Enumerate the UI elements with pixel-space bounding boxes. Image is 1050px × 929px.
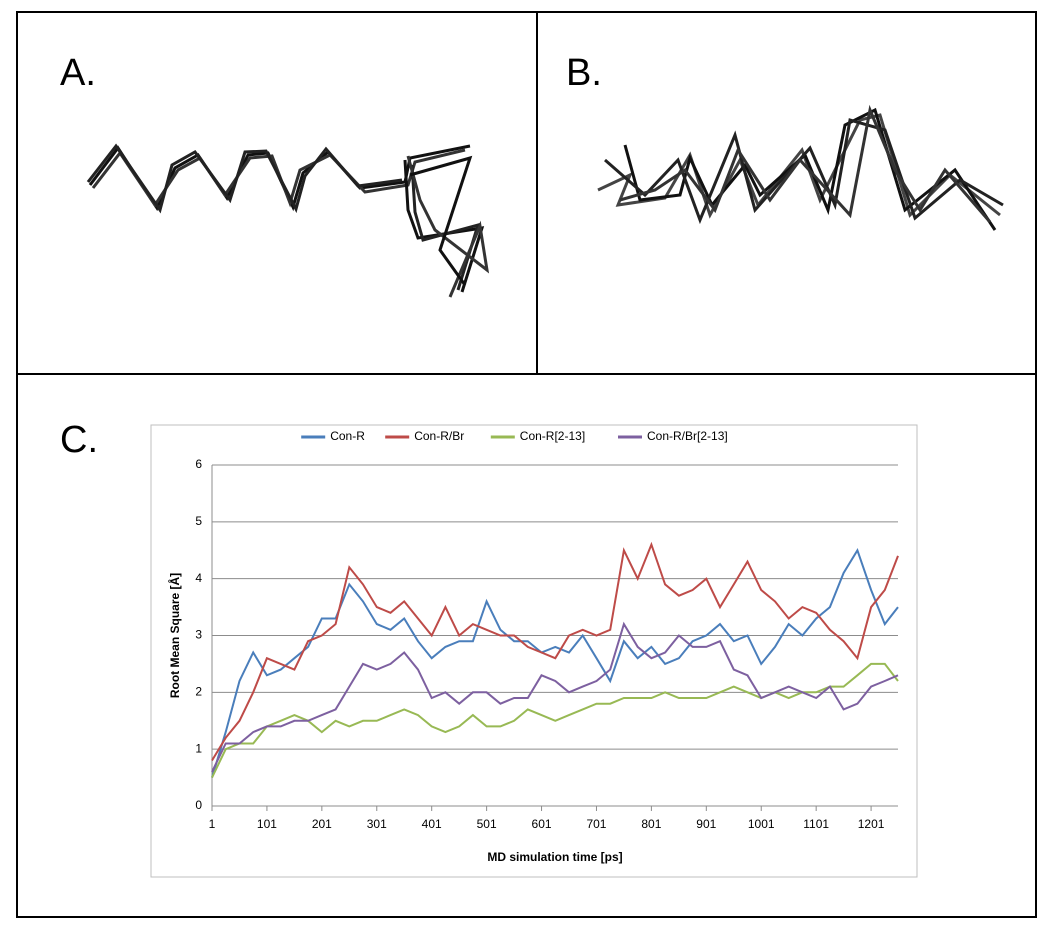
legend-label: Con-R[2-13] xyxy=(520,429,585,443)
x-tick-label: 901 xyxy=(696,817,716,831)
panel-label: A. xyxy=(60,52,96,94)
legend-label: Con-R/Br[2-13] xyxy=(647,429,728,443)
x-tick-label: 301 xyxy=(367,817,387,831)
series-line xyxy=(211,547,899,778)
panel-label: B. xyxy=(566,52,602,94)
y-tick-label: 5 xyxy=(195,514,202,528)
series-line xyxy=(211,662,899,779)
x-axis-title: MD simulation time [ps] xyxy=(487,850,622,864)
x-tick-label: 101 xyxy=(257,817,277,831)
x-tick-label: 701 xyxy=(586,817,606,831)
x-tick-label: 1001 xyxy=(748,817,775,831)
legend-label: Con-R/Br xyxy=(414,429,464,443)
series-line xyxy=(211,621,899,773)
chart-frame xyxy=(150,424,918,878)
structure-b xyxy=(597,104,1004,231)
x-tick-label: 601 xyxy=(532,817,552,831)
outer-frame xyxy=(16,11,1037,918)
y-axis-title: Root Mean Square [Å] xyxy=(167,573,182,698)
panel-label: C. xyxy=(60,419,98,461)
structure-a xyxy=(86,143,490,298)
x-tick-label: 1201 xyxy=(858,817,885,831)
y-tick-label: 4 xyxy=(195,571,202,585)
x-tick-label: 1101 xyxy=(803,817,829,831)
x-tick-label: 201 xyxy=(312,817,332,831)
y-tick-label: 6 xyxy=(195,457,202,471)
y-tick-label: 3 xyxy=(195,628,202,642)
series-line xyxy=(211,541,899,762)
x-tick-label: 401 xyxy=(422,817,442,831)
legend-label: Con-R xyxy=(330,429,365,443)
x-tick-label: 501 xyxy=(477,817,497,831)
y-tick-label: 0 xyxy=(195,798,202,812)
x-tick-label: 1 xyxy=(209,817,216,831)
y-tick-label: 2 xyxy=(195,685,202,699)
y-tick-label: 1 xyxy=(195,741,202,755)
x-tick-label: 801 xyxy=(641,817,661,831)
